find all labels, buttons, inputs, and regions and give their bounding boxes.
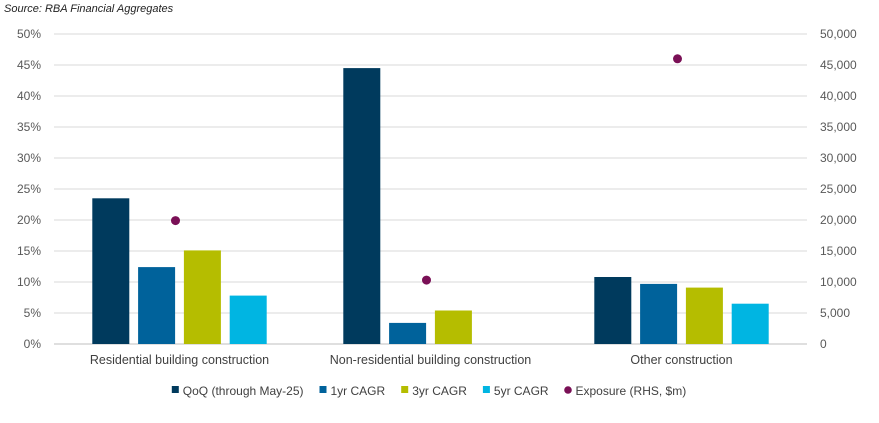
right-tick-label: 15,000	[820, 244, 857, 258]
bar	[594, 277, 632, 344]
exposure-point	[171, 216, 180, 226]
category-label: Non-residential building construction	[330, 353, 532, 367]
left-tick-label: 15%	[17, 244, 41, 258]
bar	[389, 322, 427, 344]
left-tick-label: 25%	[17, 182, 41, 196]
bar	[229, 295, 267, 344]
legend-marker	[482, 386, 490, 393]
legend-marker	[564, 386, 572, 394]
right-tick-label: 5,000	[820, 306, 850, 320]
legend: QoQ (through May-25) 1yr CAGR 3yr CAGR 5yr …	[171, 384, 687, 398]
left-axis: 0% 5% 10% 15% 20% 25% 30% 35% 40% 45% 50%	[17, 27, 41, 351]
bar	[640, 283, 678, 344]
exposure-points	[171, 54, 682, 285]
right-tick-label: 25,000	[820, 182, 857, 196]
exposure-point	[673, 54, 682, 64]
left-tick-label: 35%	[17, 120, 41, 134]
legend-label: 3yr CAGR	[412, 384, 467, 398]
category-label: Residential building construction	[90, 353, 269, 367]
left-tick-label: 50%	[17, 27, 41, 41]
right-tick-label: 45,000	[820, 58, 857, 72]
left-tick-label: 5%	[24, 306, 42, 320]
bar	[434, 310, 472, 344]
right-tick-label: 30,000	[820, 151, 857, 165]
right-tick-label: 40,000	[820, 89, 857, 103]
left-tick-label: 10%	[17, 275, 41, 289]
left-tick-label: 45%	[17, 58, 41, 72]
gridlines	[54, 33, 807, 345]
left-tick-label: 30%	[17, 151, 41, 165]
right-tick-label: 10,000	[820, 275, 857, 289]
legend-label: QoQ (through May-25)	[183, 384, 304, 398]
right-tick-label: 35,000	[820, 120, 857, 134]
right-tick-label: 20,000	[820, 213, 857, 227]
right-axis: 0 5,000 10,000 15,000 20,000 25,000 30,000 35,0…	[820, 27, 857, 351]
left-tick-label: 40%	[17, 89, 41, 103]
exposure-point	[422, 275, 431, 285]
bar	[685, 287, 723, 344]
category-labels: Residential building construction Non-res…	[90, 353, 733, 367]
legend-marker	[319, 386, 327, 393]
bar	[183, 250, 221, 344]
legend-label: Exposure (RHS, $m)	[576, 384, 687, 398]
bar	[92, 198, 130, 344]
bar	[731, 303, 769, 344]
legend-marker	[171, 386, 179, 393]
legend-label: 1yr CAGR	[331, 384, 386, 398]
source-note: Source: RBA Financial Aggregates	[4, 3, 174, 15]
legend-label: 5yr CAGR	[494, 384, 549, 398]
category-label: Other construction	[630, 353, 732, 367]
left-tick-label: 0%	[24, 337, 42, 351]
left-tick-label: 20%	[17, 213, 41, 227]
legend-marker	[401, 386, 409, 393]
bars	[92, 68, 769, 344]
right-tick-label: 0	[820, 337, 827, 351]
right-tick-label: 50,000	[820, 27, 857, 41]
bar	[138, 267, 176, 344]
bar	[343, 68, 381, 344]
